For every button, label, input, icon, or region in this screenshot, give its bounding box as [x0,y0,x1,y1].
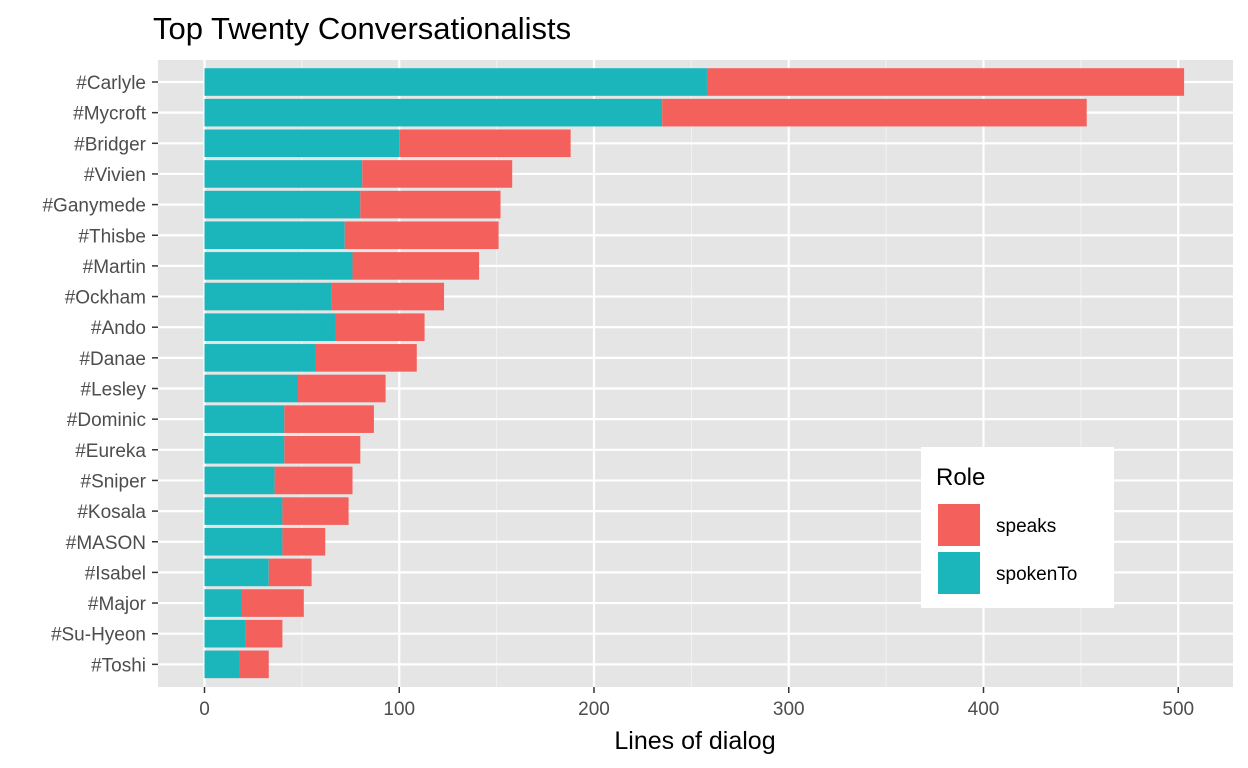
y-tick-label: #Lesley [81,380,147,401]
bar-speaks-ockham [331,282,445,311]
bar-spokenTo-sniper [204,466,275,495]
bar-spokenTo-danae [204,344,316,372]
bar-speaks-carlyle [706,68,1185,96]
y-tick-label: #Carlyle [76,73,146,94]
bar-spokenTo-bridger [204,129,400,158]
y-tick-label: #Isabel [85,563,146,584]
y-tick-label: #Bridger [74,134,146,155]
bar-speaks-isabel [268,558,312,587]
bar-speaks-kosala [282,497,349,525]
bar-speaks-sniper [274,466,353,495]
y-tick-label: #Danae [79,349,146,370]
y-tick-label: #Su-Hyeon [51,625,146,646]
bar-spokenTo-thisbe [204,221,345,250]
x-tick-label: 100 [383,699,415,720]
bar-spokenTo-kosala [204,497,283,525]
x-axis-label: Lines of dialog [614,727,775,755]
bar-spokenTo-martin [204,252,353,280]
legend-title: Role [936,464,985,491]
bar-spokenTo-ando [204,313,335,341]
x-tick-label: 500 [1162,699,1194,720]
y-tick-label: #Ockham [65,288,146,309]
bar-speaks-ganymede [360,190,501,219]
bar-spokenTo-carlyle [204,68,707,96]
bar-speaks-vivien [362,160,513,188]
y-tick-label: #Major [88,594,147,615]
bar-speaks-su-hyeon [245,619,283,648]
bar-speaks-major [241,589,304,617]
bar-speaks-martin [352,252,480,280]
x-tick-label: 400 [968,699,1000,720]
chart-title: Top Twenty Conversationalists [153,11,571,46]
legend: Role speaks spokenTo [921,447,1114,608]
bar-spokenTo-vivien [204,160,363,188]
legend-label-speaks: speaks [996,516,1056,537]
bar-speaks-thisbe [344,221,499,250]
y-tick-label: #Eureka [75,441,146,462]
y-tick-label: #Ando [91,318,146,339]
bar-spokenTo-toshi [204,650,240,679]
bar-speaks-mason [282,527,326,556]
bar-spokenTo-eureka [204,436,285,464]
x-tick-label: 0 [199,699,210,720]
bar-speaks-eureka [284,436,361,464]
y-tick-label: #Martin [83,257,146,278]
bar-spokenTo-lesley [204,374,298,403]
y-tick-label: #Thisbe [78,226,146,247]
x-tick-label: 200 [578,699,610,720]
bar-spokenTo-ockham [204,282,332,311]
bar-spokenTo-ganymede [204,190,361,219]
legend-label-spokento: spokenTo [996,564,1077,585]
bar-spokenTo-mycroft [204,98,663,127]
legend-key-spokento [938,552,980,594]
bar-spokenTo-su-hyeon [204,619,246,648]
bar-speaks-mycroft [662,98,1087,127]
bar-speaks-toshi [239,650,269,679]
bar-speaks-danae [315,344,417,372]
y-tick-label: #Toshi [91,655,146,676]
bar-spokenTo-isabel [204,558,269,587]
bar-speaks-dominic [284,405,374,433]
bar-speaks-ando [334,313,425,341]
bar-spokenTo-mason [204,527,283,556]
y-axis-ticks: #Carlyle #Mycroft #Bridger #Vivien #Ganymede… [42,73,158,676]
y-tick-label: #MASON [66,533,146,554]
bar-speaks-lesley [297,374,386,403]
y-tick-label: #Kosala [77,502,146,523]
y-tick-label: #Sniper [81,471,147,492]
bar-speaks-bridger [399,129,571,158]
legend-key-speaks [938,504,980,546]
y-tick-label: #Mycroft [73,104,147,125]
x-axis-ticks: 0 100 200 300 400 500 [199,687,1194,720]
bar-spokenTo-dominic [204,405,285,433]
y-tick-label: #Ganymede [42,196,146,217]
bar-spokenTo-major [204,589,242,617]
y-tick-label: #Dominic [67,410,146,431]
bar-layer [204,68,1185,679]
y-tick-label: #Vivien [84,165,146,186]
x-tick-label: 300 [773,699,805,720]
